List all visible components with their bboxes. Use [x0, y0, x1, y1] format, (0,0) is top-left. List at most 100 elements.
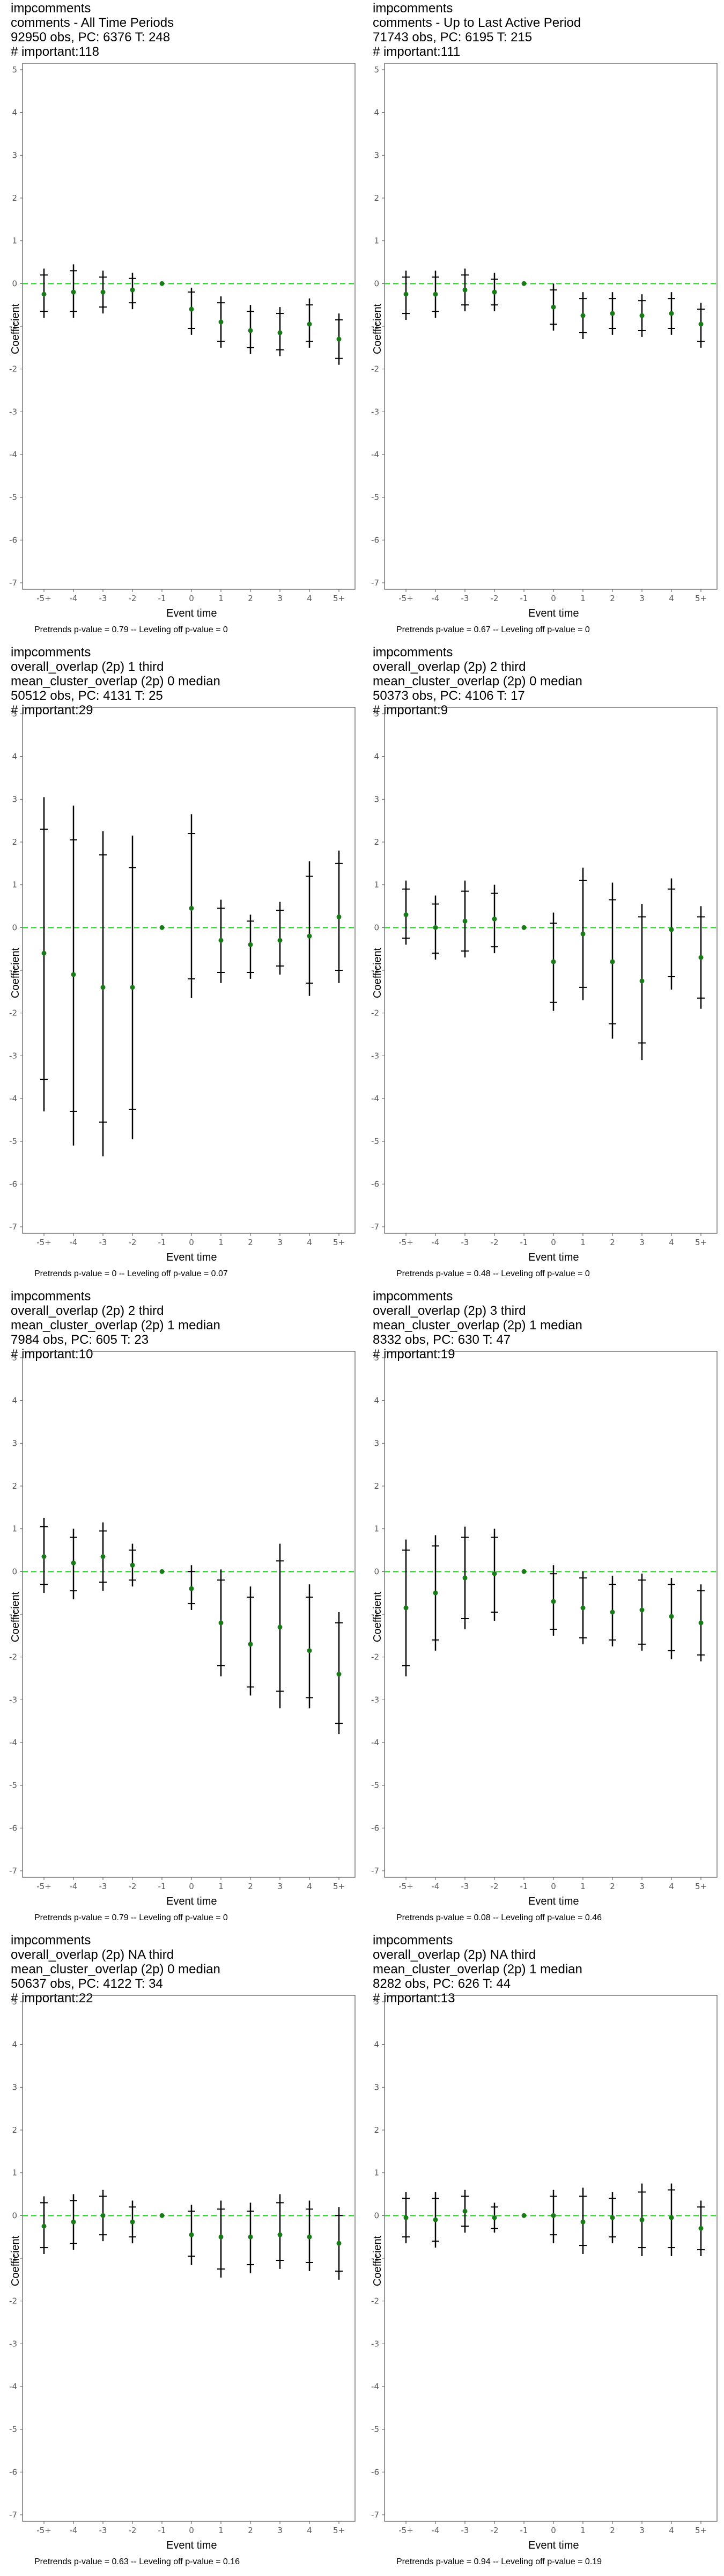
panel-title-line: # important:19: [373, 1347, 455, 1362]
y-tick-label: -2: [9, 364, 17, 374]
coefficient-point: [100, 985, 106, 990]
y-tick-label: -5: [9, 1781, 17, 1790]
coefficient-point: [248, 942, 253, 947]
y-tick-label: -7: [371, 2510, 379, 2520]
x-tick-label: 4: [669, 1238, 674, 1247]
x-tick-label: -5+: [36, 1238, 51, 1247]
x-tick-label: 3: [277, 1238, 283, 1247]
coefficient-point: [277, 938, 283, 943]
x-tick-label: -1: [158, 1882, 166, 1891]
y-tick-label: -1: [371, 2253, 379, 2263]
x-tick-label: -5+: [398, 594, 413, 603]
panel-title: impcomments overall_overlap (2p) NA third…: [373, 1933, 582, 2006]
coefficient-point: [462, 918, 468, 924]
y-axis-label: Coefficient: [372, 303, 383, 354]
x-tick-label: 0: [189, 1882, 194, 1891]
y-axis-label: Coefficient: [10, 2235, 21, 2286]
coefficient-point: [610, 2215, 615, 2220]
panel-title-line: impcomments: [373, 645, 453, 660]
x-tick-label: -2: [129, 594, 137, 603]
plot-frame: [384, 1995, 718, 2522]
coefficient-point: [551, 959, 556, 964]
panel-title-line: # important:10: [11, 1347, 93, 1362]
x-tick-label: 0: [551, 2526, 556, 2535]
panel-title-line: 8332 obs, PC: 630 T: 47: [373, 1333, 511, 1347]
x-tick-label: 0: [551, 1238, 556, 1247]
panel-title: impcomments overall_overlap (2p) 1 third m…: [11, 645, 220, 718]
y-tick-label: 1: [12, 236, 17, 246]
y-tick-label: -6: [9, 535, 17, 545]
panel-title-line: # important:13: [373, 1991, 455, 2006]
y-tick-label: 2: [374, 2125, 379, 2135]
y-tick-label: -1: [371, 965, 379, 975]
y-tick-label: -2: [9, 1008, 17, 1018]
coefficient-point: [189, 2232, 194, 2237]
y-tick-label: 3: [374, 2082, 379, 2092]
coefficient-point: [336, 914, 342, 919]
plot-frame: [384, 1351, 718, 1878]
y-tick-label: 5: [374, 709, 379, 719]
y-tick-label: -6: [371, 1179, 379, 1189]
panel-title-line: # important:111: [373, 45, 461, 59]
coefficient-point: [189, 905, 194, 911]
y-tick-label: 4: [12, 752, 17, 762]
coefficient-point: [521, 925, 527, 930]
plot-frame: [22, 707, 356, 1234]
y-tick-label: -4: [371, 450, 379, 459]
coefficient-point: [218, 1620, 224, 1626]
coefficient-point: [41, 1554, 47, 1559]
plot-frame: [384, 63, 718, 590]
y-tick-label: 0: [374, 1567, 379, 1576]
x-tick-label: 2: [610, 1882, 615, 1891]
x-tick-label: 1: [580, 594, 586, 603]
event-study-panel: impcomments overall_overlap (2p) 2 third m…: [0, 1288, 362, 1932]
coefficient-point: [248, 2234, 253, 2240]
y-tick-label: 4: [374, 752, 379, 762]
x-tick-label: -3: [461, 1882, 469, 1891]
y-tick-label: 1: [374, 1524, 379, 1534]
x-tick-label: -2: [491, 1238, 499, 1247]
coefficient-point: [669, 311, 674, 316]
y-tick-label: -2: [371, 364, 379, 374]
panel-title: impcomments overall_overlap (2p) 2 third m…: [11, 1289, 220, 1362]
x-tick-label: -5+: [36, 1882, 51, 1891]
coefficient-point: [580, 313, 586, 318]
panel-title-line: impcomments: [11, 1, 91, 16]
x-tick-label: 1: [580, 1882, 586, 1891]
x-tick-label: 4: [669, 594, 674, 603]
y-tick-label: -7: [9, 1866, 17, 1876]
y-tick-label: -4: [9, 450, 17, 459]
x-tick-label: 2: [610, 594, 615, 603]
y-tick-label: 2: [12, 837, 17, 847]
x-tick-label: 5+: [333, 1882, 345, 1891]
x-axis-label: Event time: [166, 608, 217, 619]
x-tick-label: 0: [189, 2526, 194, 2535]
x-tick-label: 4: [307, 1238, 312, 1247]
y-tick-label: -7: [9, 578, 17, 588]
y-tick-label: -5: [9, 1137, 17, 1146]
coefficient-point: [580, 931, 586, 936]
y-tick-label: -7: [9, 2510, 17, 2520]
x-tick-label: -4: [432, 594, 440, 603]
x-tick-label: 2: [248, 2526, 253, 2535]
x-axis-label: Event time: [528, 608, 579, 619]
x-axis-label: Event time: [528, 2540, 579, 2551]
y-tick-label: -4: [9, 2382, 17, 2391]
coefficient-point: [492, 916, 497, 921]
y-tick-label: -5: [371, 1781, 379, 1790]
y-tick-label: 1: [374, 880, 379, 890]
panel-title-line: 71743 obs, PC: 6195 T: 215: [373, 30, 533, 45]
coefficient-point: [41, 950, 47, 956]
x-tick-label: -3: [461, 1238, 469, 1247]
x-tick-label: 0: [551, 594, 556, 603]
y-tick-label: -3: [9, 2339, 17, 2348]
coefficient-point: [492, 1571, 497, 1576]
plot-frame: [384, 707, 718, 1234]
y-tick-label: -5: [371, 1137, 379, 1146]
coefficient-point: [462, 287, 468, 292]
y-tick-label: -6: [9, 2467, 17, 2477]
coefficient-plot: 5 4 3 2 1 0 -1 -2 -3 -4 -5 -6 -7 -5+ -4 -3 -2 -1 0 1 2 3 4 5+: [371, 707, 718, 1247]
panel-title-line: overall_overlap (2p) 3 third: [373, 1304, 526, 1318]
coefficient-point: [403, 1605, 409, 1611]
panel-title-line: impcomments: [11, 645, 91, 660]
